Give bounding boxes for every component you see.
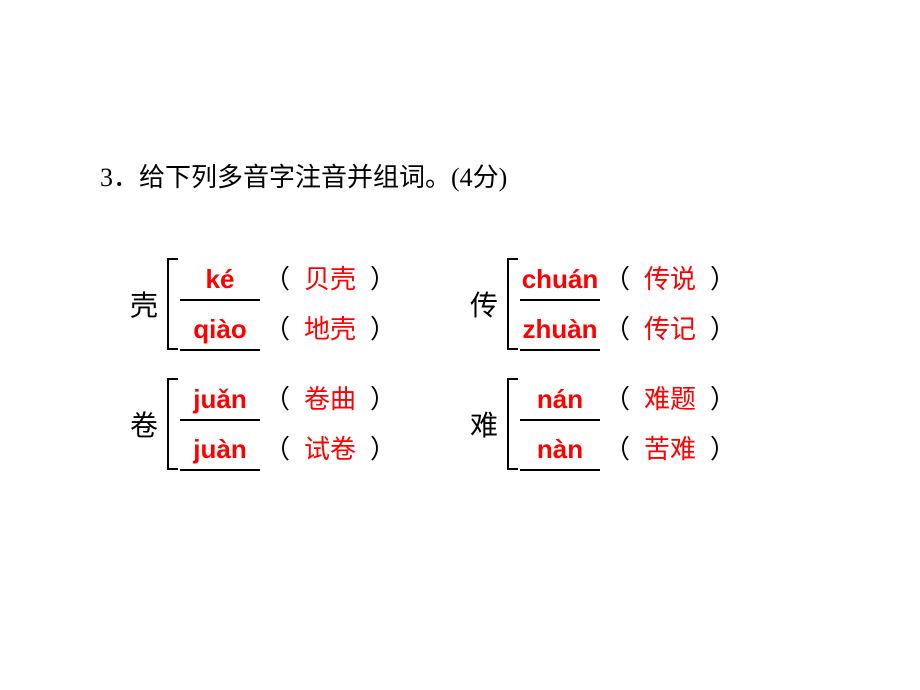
word-text: 难题 xyxy=(644,385,696,414)
close-paren: ） xyxy=(370,305,396,355)
word-text: 传说 xyxy=(644,265,696,294)
word-slot: 地壳 xyxy=(294,305,366,359)
underline xyxy=(180,469,260,471)
hanzi-char: 卷 xyxy=(130,404,158,444)
group-ke: 壳 ké （ 贝壳 ） xyxy=(130,254,470,354)
bracket-icon xyxy=(500,374,520,474)
word-slot: 传说 xyxy=(634,255,706,309)
question-title: 3．给下列多音字注音并组词。(4分) xyxy=(100,157,920,194)
word-slot: 传记 xyxy=(634,305,706,359)
pinyin-slot: nàn xyxy=(520,424,600,479)
open-paren: （ xyxy=(264,305,290,355)
word-slot: 卷曲 xyxy=(294,375,366,429)
hanzi-char: 壳 xyxy=(130,284,158,324)
pinyin-text: ké xyxy=(206,264,235,294)
pinyin-text: zhuàn xyxy=(522,314,597,344)
open-paren: （ xyxy=(604,375,630,425)
word-slot: 苦难 xyxy=(634,425,706,479)
word-text: 地壳 xyxy=(304,315,356,344)
pinyin-text: chuán xyxy=(522,264,599,294)
underline xyxy=(520,299,600,301)
group-chuan: 传 chuán （ 传说 ） xyxy=(470,254,810,354)
word-slot: 难题 xyxy=(634,375,706,429)
answer-groups: 壳 ké （ 贝壳 ） xyxy=(100,254,920,474)
entry: qiào （ 地壳 ） xyxy=(180,304,400,354)
hanzi-char: 难 xyxy=(470,404,498,444)
bracket-icon xyxy=(160,254,180,354)
open-paren: （ xyxy=(604,305,630,355)
pinyin-text: juàn xyxy=(193,434,246,464)
entry: zhuàn （ 传记 ） xyxy=(520,304,740,354)
pinyin-text: nán xyxy=(537,384,583,414)
group-nan: 难 nán （ 难题 ） xyxy=(470,374,810,474)
open-paren: （ xyxy=(264,255,290,305)
word-text: 传记 xyxy=(644,315,696,344)
pinyin-slot: ké xyxy=(180,254,260,309)
worksheet-container: 3．给下列多音字注音并组词。(4分) 壳 ké （ 贝壳 xyxy=(0,0,920,474)
entry: nàn （ 苦难 ） xyxy=(520,424,740,474)
close-paren: ） xyxy=(710,305,736,355)
row-2: 卷 juǎn （ 卷曲 ） xyxy=(130,374,920,474)
open-paren: （ xyxy=(604,255,630,305)
word-text: 试卷 xyxy=(304,435,356,464)
underline xyxy=(180,349,260,351)
entries: ké （ 贝壳 ） qiào （ 地壳 ） xyxy=(180,254,400,354)
entry: chuán （ 传说 ） xyxy=(520,254,740,304)
underline xyxy=(180,299,260,301)
underline xyxy=(520,419,600,421)
word-text: 贝壳 xyxy=(304,265,356,294)
underline xyxy=(180,419,260,421)
entry: juàn （ 试卷 ） xyxy=(180,424,400,474)
entries: chuán （ 传说 ） zhuàn （ 传记 xyxy=(520,254,740,354)
close-paren: ） xyxy=(370,425,396,475)
entry: ké （ 贝壳 ） xyxy=(180,254,400,304)
pinyin-slot: juǎn xyxy=(180,374,260,429)
entries: juǎn （ 卷曲 ） juàn （ 试卷 ） xyxy=(180,374,400,474)
row-1: 壳 ké （ 贝壳 ） xyxy=(130,254,920,354)
word-text: 卷曲 xyxy=(304,385,356,414)
pinyin-slot: nán xyxy=(520,374,600,429)
pinyin-slot: zhuàn xyxy=(520,304,600,359)
close-paren: ） xyxy=(710,375,736,425)
underline xyxy=(520,469,600,471)
word-slot: 贝壳 xyxy=(294,255,366,309)
bracket-icon xyxy=(500,254,520,354)
entries: nán （ 难题 ） nàn （ 苦难 ） xyxy=(520,374,740,474)
close-paren: ） xyxy=(710,425,736,475)
group-juan: 卷 juǎn （ 卷曲 ） xyxy=(130,374,470,474)
bracket-icon xyxy=(160,374,180,474)
pinyin-slot: qiào xyxy=(180,304,260,359)
close-paren: ） xyxy=(370,255,396,305)
open-paren: （ xyxy=(264,425,290,475)
pinyin-slot: juàn xyxy=(180,424,260,479)
entry: nán （ 难题 ） xyxy=(520,374,740,424)
entry: juǎn （ 卷曲 ） xyxy=(180,374,400,424)
close-paren: ） xyxy=(370,375,396,425)
hanzi-char: 传 xyxy=(470,284,498,324)
underline xyxy=(520,349,600,351)
pinyin-text: nàn xyxy=(537,434,583,464)
pinyin-slot: chuán xyxy=(520,254,600,309)
open-paren: （ xyxy=(604,425,630,475)
word-text: 苦难 xyxy=(644,435,696,464)
pinyin-text: juǎn xyxy=(193,384,246,414)
pinyin-text: qiào xyxy=(193,314,246,344)
word-slot: 试卷 xyxy=(294,425,366,479)
open-paren: （ xyxy=(264,375,290,425)
close-paren: ） xyxy=(710,255,736,305)
